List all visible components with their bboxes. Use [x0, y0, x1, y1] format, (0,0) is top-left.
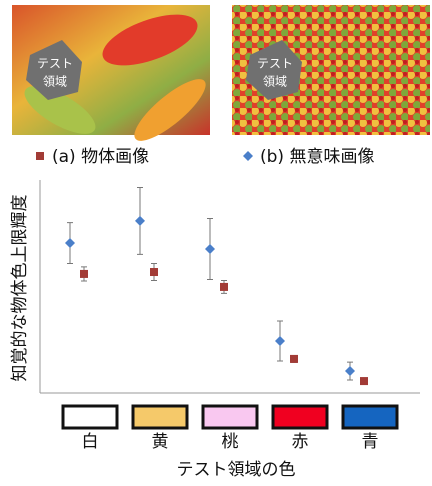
image-label: テスト: [257, 57, 293, 71]
marker: [290, 355, 298, 363]
marker: [345, 366, 355, 376]
color-swatch: [133, 406, 187, 428]
color-swatch: [63, 406, 117, 428]
x-tick-label: 桃: [222, 432, 239, 452]
marker: [243, 151, 253, 161]
x-tick-label: 青: [362, 432, 379, 452]
marker: [80, 270, 88, 278]
image-label: 領域: [43, 74, 67, 89]
color-swatch: [343, 406, 397, 428]
marker: [135, 216, 145, 226]
marker: [360, 377, 368, 385]
marker: [205, 244, 215, 254]
y-axis-label: 知覚的な物体色上限輝度: [10, 195, 30, 382]
marker: [65, 238, 75, 248]
image-label: テスト: [37, 57, 73, 71]
marker: [220, 283, 228, 291]
image-label: 領域: [263, 74, 287, 89]
marker: [150, 268, 158, 276]
x-tick-label: 黄: [152, 432, 169, 452]
color-swatch: [203, 406, 257, 428]
legend-label: (a) 物体画像: [52, 147, 149, 167]
marker: [275, 336, 285, 346]
color-swatch: [273, 406, 327, 428]
x-tick-label: 赤: [292, 432, 309, 452]
figure: テスト 領域 テスト 領域 知覚的な物体色上限輝度 テスト領域の色 (a) 物体…: [0, 0, 432, 482]
marker: [36, 152, 44, 160]
legend-label: (b) 無意味画像: [260, 147, 374, 167]
x-tick-label: 白: [82, 432, 99, 452]
x-axis-label: テスト領域の色: [177, 460, 296, 480]
